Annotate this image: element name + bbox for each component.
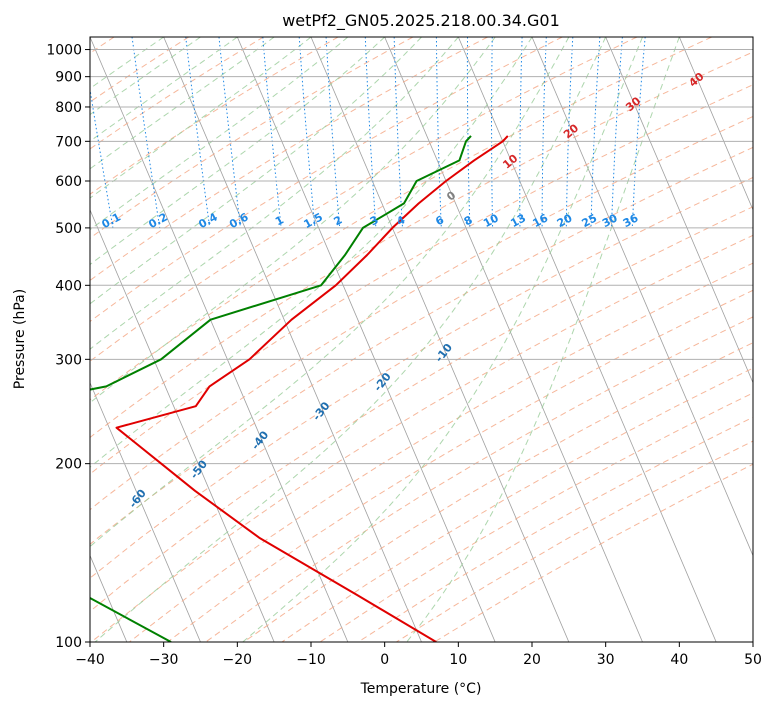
dry-adiabat-line: [90, 37, 488, 282]
plot-background: [90, 37, 753, 642]
y-tick-label: 1000: [46, 43, 82, 59]
isotherm-line: [90, 381, 201, 642]
moist-adiabat-line: [90, 37, 422, 305]
dry-adiabat-line: [281, 367, 753, 642]
dry-adiabat-line: [90, 234, 753, 642]
x-tick-label: −30: [149, 652, 179, 668]
background-lines: [90, 37, 753, 642]
moist-adiabat-line: [90, 37, 533, 468]
mixing-ratio-line: [631, 37, 646, 228]
temperature-profile-line: [115, 135, 509, 642]
plot-frame: [89, 36, 754, 643]
x-tick-label: −40: [75, 652, 105, 668]
isotherm-line: [163, 37, 422, 642]
x-axis-ticks: −40 −30 −20 −10 0 10 20 30 40 50: [75, 642, 762, 668]
dry-adiabat-line: [90, 115, 753, 511]
moist-adiabat-line: [90, 37, 570, 548]
moist-adiabat-line: [90, 37, 459, 350]
y-tick-label: 600: [55, 174, 82, 190]
dewpoint-profile-line: [90, 135, 472, 642]
x-axis-label: Temperature (°C): [360, 681, 482, 697]
moist-adiabat-line: [242, 37, 643, 642]
isotherm-line: [531, 37, 753, 557]
moist-adiabat-line: [90, 37, 164, 90]
mixing-ratio-label: 36: [621, 211, 641, 230]
dry-adiabat-line: [90, 146, 753, 545]
mixing-ratio-line: [131, 37, 161, 228]
x-tick-label: 30: [597, 652, 615, 668]
moist-adiabat-line: [406, 37, 680, 642]
dry-adiabat-line: [90, 37, 339, 195]
isotherm-line: [384, 37, 643, 642]
moist-adiabat-line: [90, 37, 496, 404]
sounding-profiles: [90, 135, 509, 642]
mixing-ratio-label: 25: [580, 211, 600, 230]
isotherm-line: [752, 37, 753, 39]
y-tick-label: 800: [55, 100, 82, 116]
dry-adiabat-line: [90, 37, 638, 362]
y-axis-ticks: 100 200 300 400 500 600 700 800 900 1000: [46, 43, 90, 651]
x-tick-label: 20: [523, 652, 541, 668]
mixing-ratio-line: [185, 37, 211, 228]
isotherm-line: [605, 37, 753, 384]
x-tick-label: −20: [223, 652, 253, 668]
mixing-ratio-label: 13: [508, 211, 528, 230]
y-axis-label: Pressure (hPa): [12, 289, 28, 389]
x-tick-label: 10: [449, 652, 467, 668]
x-tick-label: 40: [670, 652, 688, 668]
isotherm-line: [678, 37, 753, 211]
y-tick-label: 100: [55, 635, 82, 651]
dry-adiabat-line: [90, 176, 753, 579]
y-tick-label: 500: [55, 221, 82, 237]
y-tick-label: 400: [55, 278, 82, 294]
dry-adiabat-line: [243, 342, 753, 642]
x-tick-label: 0: [380, 652, 389, 668]
mixing-ratio-label: 10: [481, 211, 501, 230]
dry-adiabat-line: [90, 37, 264, 150]
isotherm-line: [457, 37, 717, 642]
mixing-ratio-line: [298, 37, 316, 228]
isotherm-line: [236, 37, 496, 642]
y-tick-label: 900: [55, 70, 82, 86]
mixing-ratio-line: [90, 86, 114, 228]
moist-adiabat-line: [90, 37, 349, 231]
dry-adiabat-line: [90, 37, 563, 323]
x-tick-label: 50: [744, 652, 762, 668]
y-tick-label: 700: [55, 134, 82, 150]
chart-title: wetPf2_GN05.2025.218.00.34.G01: [282, 11, 560, 31]
x-tick-label: −10: [296, 652, 326, 668]
dry-adiabat-line: [90, 84, 753, 475]
isotherm-line: [90, 208, 275, 642]
mixing-ratio-line: [262, 37, 282, 228]
mixing-ratio-label: 16: [531, 211, 551, 230]
mixing-ratio-line: [218, 37, 241, 228]
dry-adiabat-line: [90, 37, 712, 401]
moist-adiabat-line: [94, 37, 607, 642]
y-tick-label: 300: [55, 352, 82, 368]
mixing-ratio-label: 30: [600, 211, 620, 230]
pressure-gridlines: [90, 49, 753, 642]
y-tick-label: 200: [55, 457, 82, 473]
moist-adiabat-line: [90, 37, 386, 266]
mixing-ratio-label: 20: [555, 211, 575, 230]
dry-adiabat-line: [129, 262, 753, 642]
dry-adiabat-line: [90, 51, 753, 439]
